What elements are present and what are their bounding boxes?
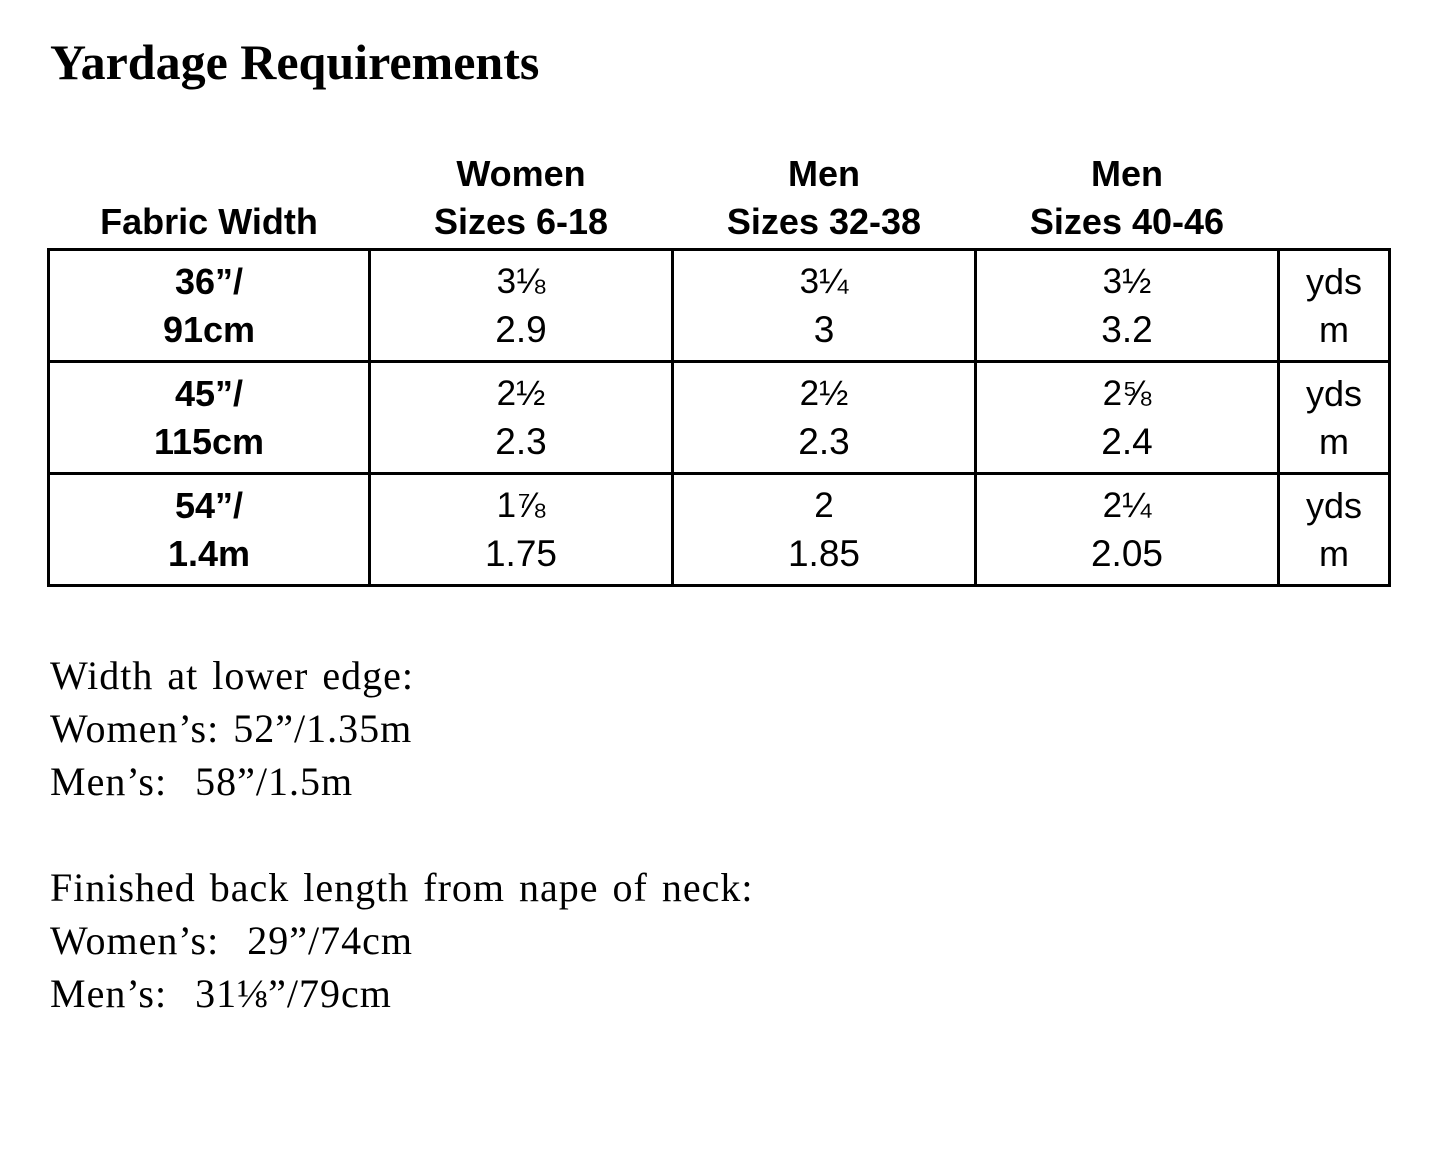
men-32-38-cell: 2 1.85 — [671, 472, 977, 587]
yards-value: 1⅞ — [496, 485, 546, 525]
yards-value: 3¼ — [799, 261, 849, 301]
note-width-lower-edge: Width at lower edge: Women’s: 52”/1.35m … — [50, 649, 1440, 808]
header-line2: Sizes 40-46 — [1029, 201, 1225, 242]
men-40-46-cell: 2¼ 2.05 — [974, 472, 1280, 587]
header-men-32-38: Men Sizes 32-38 — [673, 150, 976, 250]
table-row-54in: 54”/ 1.4m 1⅞ 1.75 2 1.85 2¼ 2.05 yds m — [47, 472, 1391, 587]
units-cell: yds m — [1277, 248, 1391, 363]
women-6-18-cell: 1⅞ 1.75 — [368, 472, 674, 587]
header-line2: Fabric Width — [100, 201, 318, 242]
yardage-table: Fabric Width Women Sizes 6-18 Men Sizes … — [47, 150, 1391, 587]
page-title: Yardage Requirements — [50, 34, 540, 90]
women-6-18-cell: 2½ 2.3 — [368, 360, 674, 475]
fabric-width-metric: 1.4m — [167, 532, 251, 574]
meters-value: 1.75 — [484, 532, 557, 574]
meters-value: 2.9 — [495, 308, 547, 350]
yards-unit-label: yds — [1305, 260, 1363, 302]
header-line1: Men — [788, 153, 860, 194]
note-heading: Width at lower edge: — [50, 653, 414, 698]
note-line-womens: Women’s: 29”/74cm — [50, 918, 413, 963]
header-line2: Sizes 6-18 — [433, 201, 609, 242]
men-32-38-cell: 2½ 2.3 — [671, 360, 977, 475]
meters-value: 3 — [813, 308, 835, 350]
header-women-6-18: Women Sizes 6-18 — [370, 150, 673, 250]
header-line2: Sizes 32-38 — [726, 201, 922, 242]
yards-value: 2¼ — [1102, 485, 1152, 525]
table-row-45in: 45”/ 115cm 2½ 2.3 2½ 2.3 2⅝ 2.4 yds m — [47, 360, 1391, 475]
header-fabric-width: Fabric Width — [49, 150, 370, 250]
men-40-46-cell: 2⅝ 2.4 — [974, 360, 1280, 475]
header-units — [1279, 150, 1390, 250]
meters-value: 2.3 — [495, 420, 547, 462]
note-heading: Finished back length from nape of neck: — [50, 865, 754, 910]
header-men-40-46: Men Sizes 40-46 — [976, 150, 1279, 250]
header-line1: Women — [456, 153, 586, 194]
table-row-36in: 36”/ 91cm 3⅛ 2.9 3¼ 3 3½ 3.2 yds m — [47, 248, 1391, 363]
meters-value: 2.05 — [1090, 532, 1163, 574]
yards-value: 2⅝ — [1102, 373, 1152, 413]
note-finished-back-length: Finished back length from nape of neck: … — [50, 861, 1440, 1020]
fabric-width-cell: 45”/ 115cm — [47, 360, 371, 475]
fabric-width-metric: 115cm — [153, 420, 265, 462]
fabric-width-imperial: 54”/ — [174, 484, 244, 526]
fabric-width-imperial: 36”/ — [174, 260, 244, 302]
meters-unit-label: m — [1319, 308, 1349, 350]
meters-unit-label: m — [1319, 420, 1349, 462]
fabric-width-imperial: 45”/ — [174, 372, 244, 414]
notes-section: Width at lower edge: Women’s: 52”/1.35m … — [50, 649, 1440, 1020]
fabric-width-cell: 54”/ 1.4m — [47, 472, 371, 587]
meters-value: 3.2 — [1101, 308, 1153, 350]
yards-value: 2½ — [799, 373, 849, 413]
fabric-width-cell: 36”/ 91cm — [47, 248, 371, 363]
women-6-18-cell: 3⅛ 2.9 — [368, 248, 674, 363]
men-40-46-cell: 3½ 3.2 — [974, 248, 1280, 363]
yards-value: 3⅛ — [496, 261, 546, 301]
table-header-row: Fabric Width Women Sizes 6-18 Men Sizes … — [49, 150, 1390, 250]
yards-unit-label: yds — [1305, 372, 1363, 414]
units-cell: yds m — [1277, 472, 1391, 587]
yards-value: 2½ — [496, 373, 546, 413]
meters-unit-label: m — [1319, 532, 1349, 574]
meters-value: 1.85 — [787, 532, 860, 574]
meters-value: 2.4 — [1101, 420, 1153, 462]
header-line1: Men — [1091, 153, 1163, 194]
men-32-38-cell: 3¼ 3 — [671, 248, 977, 363]
yards-value: 3½ — [1102, 261, 1152, 301]
yards-value: 2 — [814, 485, 834, 525]
note-line-mens: Men’s: 31⅛”/79cm — [50, 971, 392, 1016]
yards-unit-label: yds — [1305, 484, 1363, 526]
note-line-womens: Women’s: 52”/1.35m — [50, 706, 413, 751]
note-line-mens: Men’s: 58”/1.5m — [50, 759, 354, 804]
fabric-width-metric: 91cm — [162, 308, 256, 350]
units-cell: yds m — [1277, 360, 1391, 475]
meters-value: 2.3 — [798, 420, 850, 462]
